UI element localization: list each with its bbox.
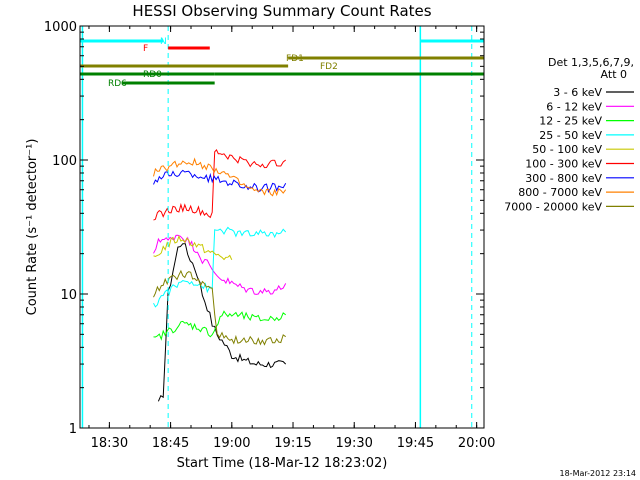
state-label-fd1: FD1 [286,54,304,64]
x-tick-label: 19:30 [335,436,372,451]
legend-header-line-1: Det 1,3,5,6,7,9, [548,56,634,69]
series-line-3 [153,310,287,341]
x-axis-label: Start Time (18-Mar-12 18:23:02) [177,456,388,471]
series-line-1 [157,243,287,402]
state-label-f: F [143,44,148,54]
vertical-marker-layer [81,26,473,428]
state-label-fd2: FD2 [320,62,338,72]
chart-title: HESSI Observing Summary Count Rates [132,2,431,20]
y-tick-label: 10 [60,288,77,303]
legend-label-6: 100 - 300 keV [525,158,602,171]
x-tick-label: 19:00 [213,436,250,451]
state-label-n: N [160,37,167,47]
legend-label-2: 6 - 12 keV [546,100,602,113]
legend-label-4: 25 - 50 keV [539,129,602,142]
series-line-9 [153,269,286,346]
y-axis-label: Count Rate (s⁻¹ detector⁻¹) [25,139,40,316]
y-tick-label: 1000 [44,20,77,35]
series-line-2 [153,234,287,295]
legend-label-5: 50 - 100 keV [532,143,602,156]
state-label-rd6: RD6 [108,79,127,89]
legend-header-line-2: Att 0 [601,68,627,81]
x-tick-label: 19:45 [397,436,434,451]
series-line-8 [153,157,287,197]
series-line-7 [153,169,287,193]
x-tick-label: 18:45 [152,436,189,451]
y-tick-label: 100 [52,154,77,169]
legend-label-9: 7000 - 20000 keV [504,200,602,213]
axis-layer: 18:30 18:45 19:00 19:15 19:30 19:45 20:00 1 10 10… [44,20,495,451]
legend-label-1: 3 - 6 keV [553,86,602,99]
x-tick-label: 18:30 [91,436,128,451]
series-layer [153,149,287,402]
legend-label-8: 800 - 7000 keV [518,186,602,199]
series-line-4 [153,226,287,308]
plot-frame [79,25,485,429]
legend-label-7: 300 - 800 keV [525,172,602,185]
x-tick-label: 19:15 [274,436,311,451]
state-bar-layer: N F FD1 FD2 RD0 RD6 [80,37,484,89]
series-line-5 [153,235,233,261]
x-tick-label: 20:00 [458,436,495,451]
series-line-6 [153,149,287,221]
footer-timestamp: 18-Mar-2012 23:14 [560,469,637,478]
state-label-rd0: RD0 [143,70,162,80]
y-tick-label: 1 [69,422,77,437]
legend-label-3: 12 - 25 keV [539,115,602,128]
